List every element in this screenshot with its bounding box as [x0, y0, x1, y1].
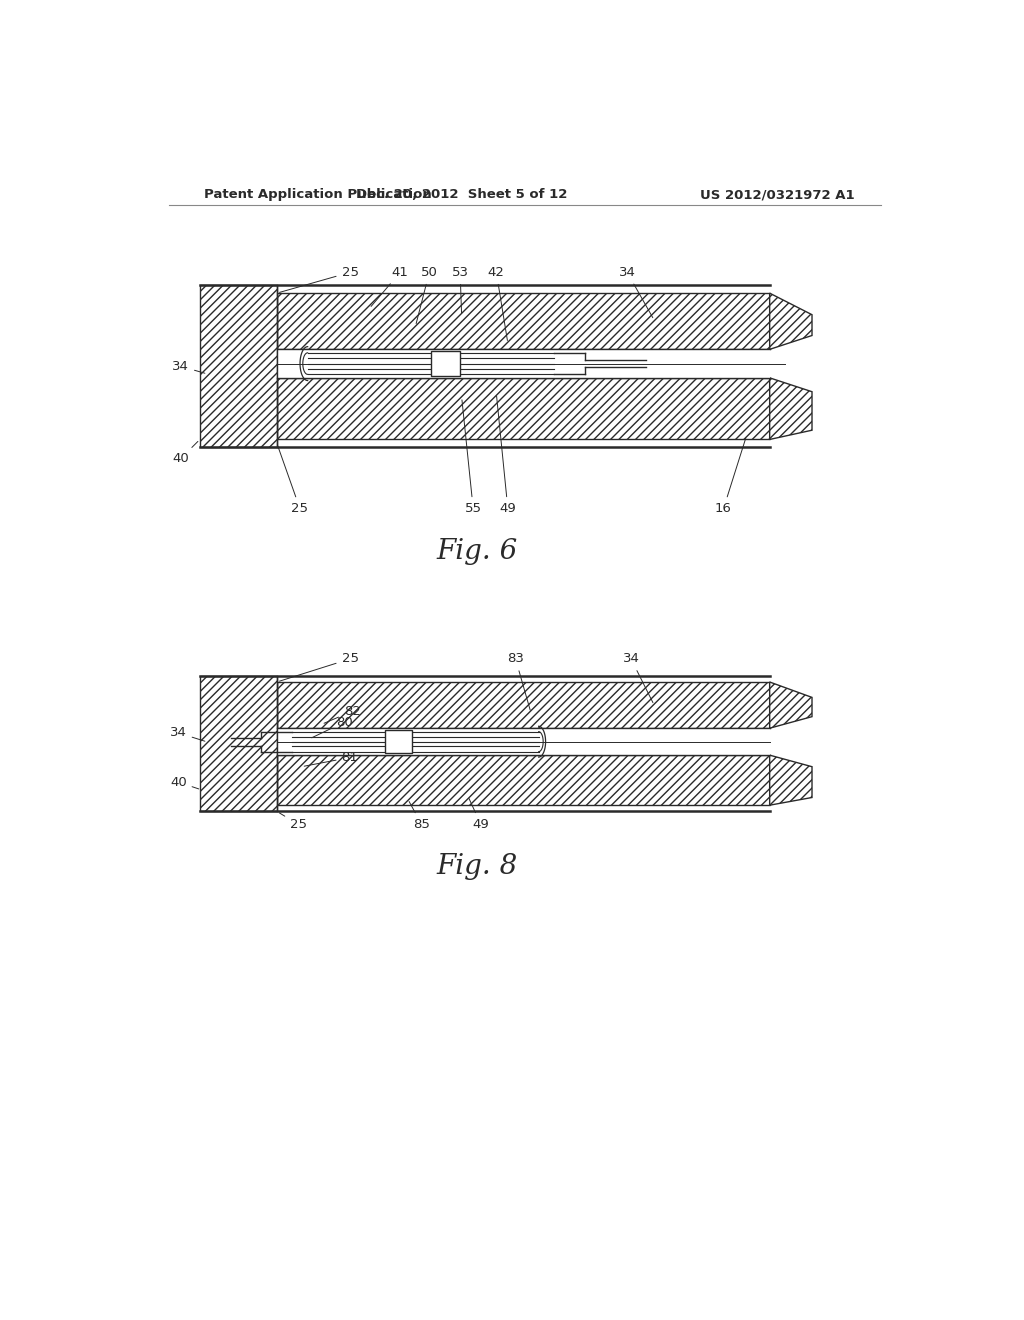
Text: 40: 40 [172, 441, 198, 465]
Text: 85: 85 [410, 801, 430, 832]
Text: 55: 55 [462, 400, 481, 515]
Bar [431, 351, 460, 376]
Text: 80: 80 [311, 715, 353, 738]
Text: 34: 34 [618, 265, 652, 318]
Text: 50: 50 [416, 265, 437, 323]
Bar [276, 293, 770, 350]
Text: 49: 49 [497, 396, 516, 515]
Text: 25: 25 [278, 446, 308, 515]
Text: 34: 34 [170, 726, 205, 742]
Text: 25: 25 [280, 265, 358, 293]
Bar [276, 682, 770, 729]
Polygon shape [770, 293, 812, 350]
Text: 25: 25 [280, 813, 307, 832]
Text: 82: 82 [324, 705, 360, 723]
Text: 34: 34 [623, 652, 653, 702]
Bar [385, 730, 412, 754]
Polygon shape [770, 682, 812, 729]
Text: 53: 53 [452, 265, 469, 313]
Bar [276, 729, 770, 755]
Bar [200, 285, 276, 447]
Polygon shape [770, 755, 812, 805]
Text: 16: 16 [715, 438, 745, 515]
Text: 49: 49 [469, 799, 489, 832]
Text: Dec. 20, 2012  Sheet 5 of 12: Dec. 20, 2012 Sheet 5 of 12 [356, 187, 567, 201]
Text: 41: 41 [371, 265, 409, 306]
Polygon shape [770, 378, 812, 440]
Text: 42: 42 [487, 265, 508, 341]
Bar [276, 755, 770, 805]
Text: 34: 34 [172, 360, 205, 374]
Text: Patent Application Publication: Patent Application Publication [204, 187, 431, 201]
Text: Fig. 8: Fig. 8 [436, 853, 518, 880]
Text: 81: 81 [304, 751, 358, 766]
Text: US 2012/0321972 A1: US 2012/0321972 A1 [699, 187, 854, 201]
Bar [200, 676, 276, 812]
Text: 40: 40 [170, 776, 199, 789]
Text: 25: 25 [280, 652, 358, 681]
Text: Fig. 6: Fig. 6 [436, 537, 518, 565]
Text: 83: 83 [507, 652, 530, 710]
Bar [276, 350, 770, 378]
Bar [276, 378, 770, 440]
